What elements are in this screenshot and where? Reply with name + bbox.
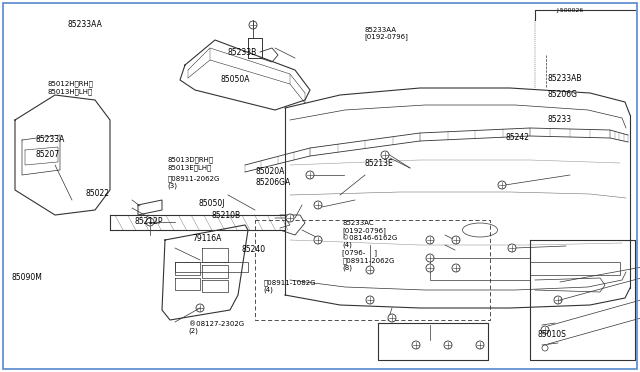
Circle shape [452, 236, 460, 244]
Circle shape [366, 296, 374, 304]
Circle shape [444, 341, 452, 349]
Circle shape [366, 266, 374, 274]
Circle shape [314, 201, 322, 209]
Circle shape [426, 254, 434, 262]
Circle shape [541, 326, 549, 334]
Text: 85206GA: 85206GA [256, 178, 291, 187]
Circle shape [476, 341, 484, 349]
Circle shape [286, 214, 294, 222]
Text: 85013D〈RH〉
85013E〈LH〉: 85013D〈RH〉 85013E〈LH〉 [168, 157, 214, 171]
Text: 85010S: 85010S [538, 330, 566, 339]
Text: 85050A: 85050A [221, 76, 250, 84]
Text: 85233AB: 85233AB [547, 74, 582, 83]
Circle shape [426, 236, 434, 244]
Text: 85233AA
[0192-0796]: 85233AA [0192-0796] [365, 27, 409, 40]
Text: ®08127-2302G
(2): ®08127-2302G (2) [189, 321, 244, 334]
Circle shape [249, 21, 257, 29]
Text: 85233: 85233 [547, 115, 572, 124]
Text: 85213E: 85213E [365, 159, 394, 168]
Text: 85210B: 85210B [211, 211, 241, 220]
Text: 85206G: 85206G [547, 90, 577, 99]
Circle shape [554, 296, 562, 304]
Text: 85050J: 85050J [198, 199, 225, 208]
Circle shape [426, 264, 434, 272]
Text: 85233B: 85233B [227, 48, 257, 57]
Circle shape [498, 181, 506, 189]
Text: 85240: 85240 [242, 245, 266, 254]
Text: 85020A: 85020A [256, 167, 285, 176]
Circle shape [314, 236, 322, 244]
Text: 85233AA: 85233AA [67, 20, 102, 29]
Text: ⓝ08911-1082G
(4): ⓝ08911-1082G (4) [264, 279, 316, 294]
Circle shape [146, 218, 154, 226]
Text: 85233A: 85233A [35, 135, 65, 144]
Text: 85212P: 85212P [134, 217, 163, 226]
Circle shape [196, 304, 204, 312]
Circle shape [412, 341, 420, 349]
Text: 85233AC
[0192-0796]
©08146-6162G
(4)
[0796-    ]
ⓝ08911-2062G
(8): 85233AC [0192-0796] ©08146-6162G (4) [07… [342, 220, 397, 271]
Circle shape [381, 151, 389, 159]
Circle shape [306, 171, 314, 179]
Text: 85242: 85242 [506, 133, 530, 142]
Text: 85090M: 85090M [12, 273, 42, 282]
Text: 79116A: 79116A [192, 234, 221, 243]
Circle shape [508, 244, 516, 252]
Text: J 500026: J 500026 [557, 8, 584, 13]
Text: 85012H〈RH〉
85013H〈LH〉: 85012H〈RH〉 85013H〈LH〉 [48, 80, 94, 94]
Text: 85207: 85207 [35, 150, 60, 159]
Text: 85022: 85022 [86, 189, 110, 198]
Circle shape [452, 264, 460, 272]
Circle shape [542, 345, 548, 351]
Text: ⓝ08911-2062G
(3): ⓝ08911-2062G (3) [168, 175, 220, 189]
Circle shape [388, 314, 396, 322]
